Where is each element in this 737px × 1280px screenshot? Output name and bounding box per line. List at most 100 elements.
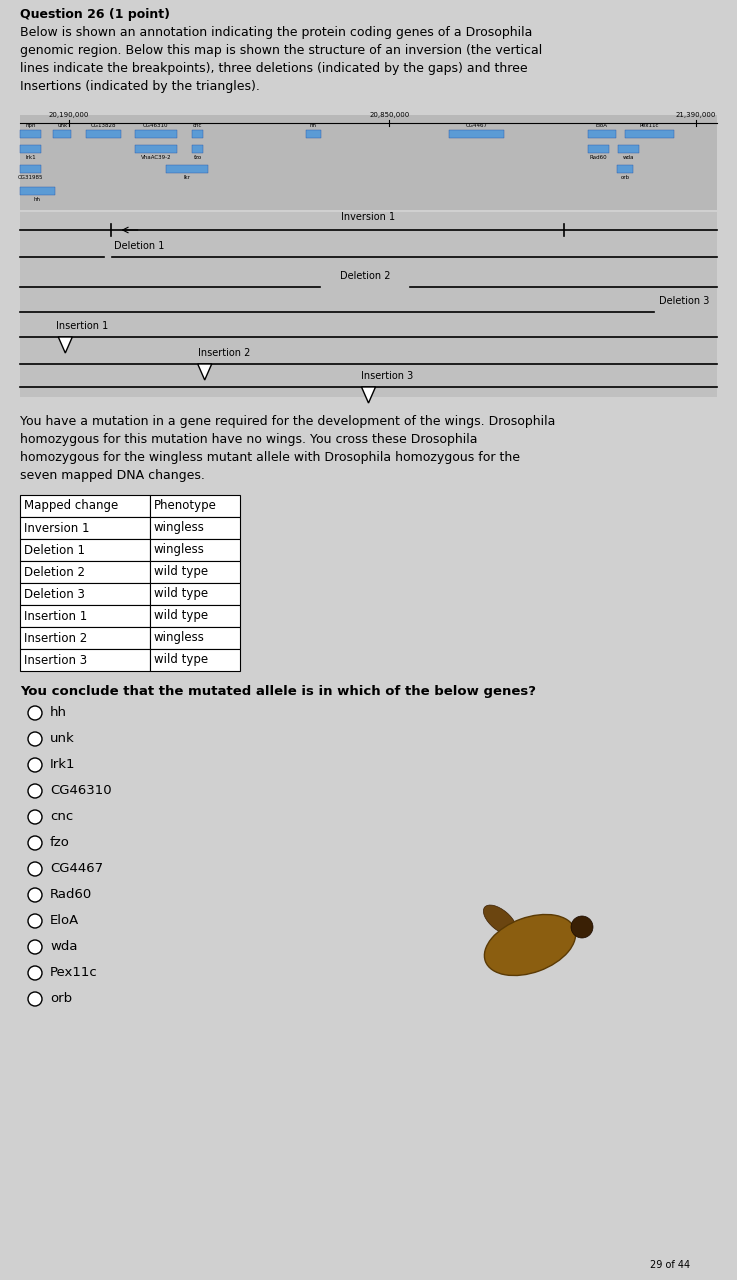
Bar — [150, 582, 240, 605]
Text: fzo: fzo — [194, 155, 202, 160]
Text: hh: hh — [34, 197, 41, 202]
Text: Phenotype: Phenotype — [154, 499, 217, 512]
Text: Deletion 3: Deletion 3 — [660, 296, 710, 306]
Text: fzo: fzo — [50, 837, 70, 850]
Text: homozygous for this mutation have no wings. You cross these Drosophila: homozygous for this mutation have no win… — [20, 433, 478, 445]
Text: CG46310: CG46310 — [50, 785, 111, 797]
Text: 29 of 44: 29 of 44 — [650, 1260, 690, 1270]
Bar — [20, 649, 150, 671]
Bar — [192, 131, 203, 138]
Bar — [150, 539, 240, 561]
Text: EloA: EloA — [50, 914, 80, 928]
Polygon shape — [198, 364, 212, 380]
Text: Pex11c: Pex11c — [50, 966, 98, 979]
Bar — [135, 131, 177, 138]
Text: Insertion 1: Insertion 1 — [24, 609, 87, 622]
Circle shape — [28, 861, 42, 876]
Circle shape — [28, 783, 42, 797]
Bar — [588, 131, 616, 138]
Text: Mapped change: Mapped change — [24, 499, 118, 512]
Text: Question 26 (1 point): Question 26 (1 point) — [20, 8, 170, 20]
Bar — [20, 165, 41, 173]
Text: wingless: wingless — [154, 544, 205, 557]
Bar — [150, 495, 240, 517]
Text: unk: unk — [57, 123, 67, 128]
Text: CG4467: CG4467 — [50, 863, 103, 876]
Text: CG31985: CG31985 — [18, 175, 43, 180]
Text: Deletion 1: Deletion 1 — [24, 544, 85, 557]
Text: hh: hh — [50, 707, 67, 719]
Text: hpn: hpn — [25, 123, 35, 128]
Ellipse shape — [571, 916, 593, 938]
Text: Insertion 1: Insertion 1 — [56, 321, 108, 332]
Bar — [618, 165, 632, 173]
Text: Insertion 3: Insertion 3 — [24, 654, 87, 667]
Bar — [20, 517, 150, 539]
Text: Pex11c: Pex11c — [640, 123, 659, 128]
Text: CG46310: CG46310 — [143, 123, 169, 128]
Bar — [20, 187, 55, 195]
Ellipse shape — [483, 905, 517, 934]
Text: Insertions (indicated by the triangles).: Insertions (indicated by the triangles). — [20, 79, 260, 93]
Bar — [150, 649, 240, 671]
Text: wda: wda — [50, 941, 77, 954]
Text: wild type: wild type — [154, 654, 208, 667]
Bar — [135, 145, 177, 154]
Text: unk: unk — [50, 732, 74, 745]
Bar — [449, 131, 504, 138]
Bar — [20, 115, 717, 210]
Text: Rad60: Rad60 — [590, 155, 607, 160]
Circle shape — [28, 888, 42, 902]
Text: lkr: lkr — [184, 175, 191, 180]
Bar — [150, 605, 240, 627]
Circle shape — [28, 836, 42, 850]
Text: Irk1: Irk1 — [25, 155, 36, 160]
Text: wda: wda — [623, 155, 635, 160]
Bar — [20, 582, 150, 605]
Bar — [150, 627, 240, 649]
Text: Deletion 2: Deletion 2 — [24, 566, 85, 579]
Text: genomic region. Below this map is shown the structure of an inversion (the verti: genomic region. Below this map is shown … — [20, 44, 542, 58]
Text: wild type: wild type — [154, 609, 208, 622]
Bar — [86, 131, 121, 138]
Polygon shape — [362, 387, 375, 403]
Text: 20,850,000: 20,850,000 — [369, 111, 410, 118]
Bar — [167, 165, 208, 173]
Text: EloA: EloA — [596, 123, 608, 128]
Bar — [20, 627, 150, 649]
Text: wild type: wild type — [154, 588, 208, 600]
Text: 20,190,000: 20,190,000 — [49, 111, 89, 118]
Text: CG4467: CG4467 — [466, 123, 488, 128]
Text: Insertion 2: Insertion 2 — [24, 631, 87, 645]
Text: Inversion 1: Inversion 1 — [341, 212, 396, 221]
Ellipse shape — [484, 914, 576, 975]
Polygon shape — [58, 337, 72, 353]
Text: homozygous for the wingless mutant allele with Drosophila homozygous for the: homozygous for the wingless mutant allel… — [20, 451, 520, 463]
Circle shape — [28, 758, 42, 772]
Text: Deletion 3: Deletion 3 — [24, 588, 85, 600]
Bar — [20, 539, 150, 561]
Bar — [150, 517, 240, 539]
Bar — [625, 131, 674, 138]
Text: Irk1: Irk1 — [50, 759, 75, 772]
Text: You conclude that the mutated allele is in which of the below genes?: You conclude that the mutated allele is … — [20, 685, 536, 698]
Text: Deletion 1: Deletion 1 — [113, 241, 164, 251]
Text: cnc: cnc — [50, 810, 73, 823]
Bar — [20, 145, 41, 154]
Circle shape — [28, 707, 42, 719]
Text: VhaAC39-2: VhaAC39-2 — [141, 155, 171, 160]
Text: You have a mutation in a gene required for the development of the wings. Drosoph: You have a mutation in a gene required f… — [20, 415, 556, 428]
Circle shape — [28, 810, 42, 824]
Circle shape — [28, 940, 42, 954]
Text: orb: orb — [50, 992, 72, 1006]
Bar — [54, 131, 71, 138]
Bar — [20, 131, 41, 138]
Text: orb: orb — [621, 175, 629, 180]
Circle shape — [28, 914, 42, 928]
Text: wingless: wingless — [154, 631, 205, 645]
Circle shape — [28, 966, 42, 980]
Text: wingless: wingless — [154, 521, 205, 535]
Text: Below is shown an annotation indicating the protein coding genes of a Drosophila: Below is shown an annotation indicating … — [20, 26, 532, 38]
Bar — [20, 212, 717, 397]
Text: 21,390,000: 21,390,000 — [676, 111, 716, 118]
